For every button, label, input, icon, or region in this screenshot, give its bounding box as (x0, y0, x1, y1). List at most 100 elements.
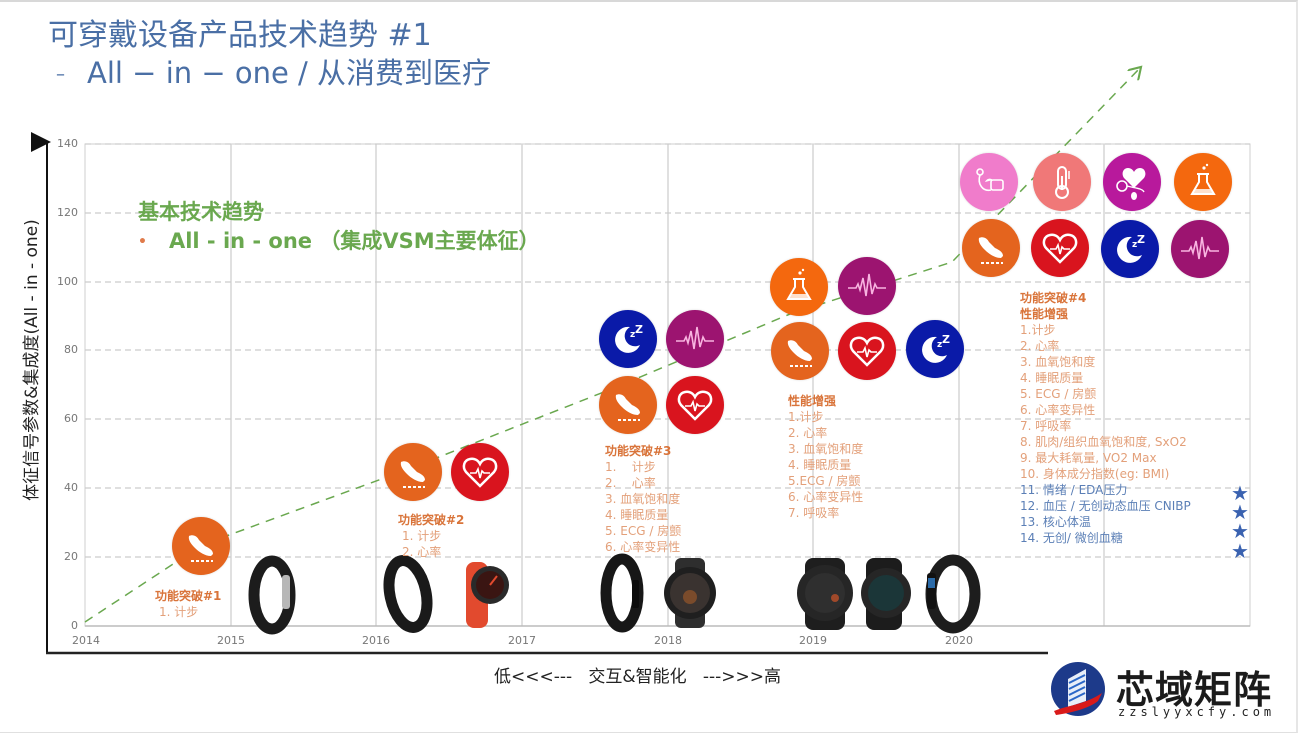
milestone-perf-item: 1.计步 (788, 410, 824, 424)
device-band-2 (383, 555, 433, 633)
milestone-perf-item: 6. 心率变异性 (788, 490, 864, 504)
heart-rate-icon (838, 322, 896, 380)
milestone-3-item: 3. 血氧饱和度 (605, 492, 681, 506)
star-icon: ★ (1231, 539, 1249, 563)
ecg-icon (838, 257, 896, 315)
milestone-perf-item: 4. 睡眠质量 (788, 458, 852, 472)
xtick-2019: 2019 (799, 634, 827, 647)
lab-flask-icon (1174, 153, 1232, 211)
milestone-4-starred-item: 14. 无创/ 微创血糖 (1020, 531, 1123, 545)
trend-bullet: • All - in - one （集成VSM主要体征） (138, 226, 540, 257)
device-watch-red (466, 562, 509, 628)
milestone-3-item: 2. 心率 (605, 476, 656, 490)
ytick-80: 80 (64, 343, 78, 356)
ytick-40: 40 (64, 481, 78, 494)
milestone-4-item: 10. 身体成分指数(eg: BMI) (1020, 467, 1170, 481)
device-band-1 (248, 555, 296, 635)
xtick-2015: 2015 (217, 634, 245, 647)
milestone-4-item: 6. 心率变异性 (1020, 403, 1096, 417)
blood-pressure-monitor-icon (960, 153, 1018, 211)
heart-rate-icon (1031, 219, 1089, 277)
vertical-gridlines (230, 144, 1105, 626)
milestone-perf-item: 3. 血氧饱和度 (788, 442, 864, 456)
svg-text:z: z (937, 340, 942, 350)
milestone-perf-head: 性能增强 (788, 394, 837, 408)
milestone-1-note: 功能突破#1 1. 计步 (155, 588, 221, 620)
milestone-4-item: 9. 最大耗氧量, VO2 Max (1020, 451, 1157, 465)
brand-logo: 芯域矩阵 zzslyyxcfy.com (1048, 655, 1278, 725)
steps-icon (172, 517, 230, 575)
ytick-100: 100 (57, 275, 78, 288)
device-watch-stratos (797, 558, 853, 630)
steps-icon (384, 443, 442, 501)
xtick-2020: 2020 (945, 634, 973, 647)
milestone-3-item: 1. 计步 (605, 460, 656, 474)
svg-text:Z: Z (635, 323, 643, 336)
milestone-2-item: 2. 心率 (402, 545, 442, 559)
device-watch-gt (664, 558, 716, 628)
horizontal-gridlines (85, 143, 1250, 558)
star-icon: ★ (1231, 500, 1249, 524)
xtick-2017: 2017 (508, 634, 536, 647)
milestone-perf-item: 5.ECG / 房颤 (788, 474, 861, 488)
star-icon: ★ (1231, 481, 1249, 505)
steps-icon (599, 376, 657, 434)
milestone-perf-item: 2. 心率 (788, 426, 828, 440)
milestone-4-note: 功能突破#4 性能增强 1.计步 2. 心率 3. 血氧饱和度 4. 睡眠质量 … (1020, 290, 1191, 546)
ytick-0: 0 (71, 619, 78, 632)
milestone-2-item: 1. 计步 (402, 529, 442, 543)
milestone-3-item: 4. 睡眠质量 (605, 508, 669, 522)
xtick-2018: 2018 (654, 634, 682, 647)
milestone-1-head: 功能突破#1 (155, 589, 222, 603)
star-icon: ★ (1231, 519, 1249, 543)
device-band-4 (925, 554, 981, 634)
milestone-3-item: 6. 心率变异性 (605, 540, 681, 554)
milestone-4-item: 3. 血氧饱和度 (1020, 355, 1096, 369)
milestone-4-item: 4. 睡眠质量 (1020, 371, 1084, 385)
building-logo-icon (1051, 662, 1105, 716)
subtitle-dash: – (56, 64, 65, 85)
heart-rate-icon (666, 376, 724, 434)
milestone-3-note: 功能突破#3 1. 计步 2. 心率 3. 血氧饱和度 4. 睡眠质量 5. E… (605, 443, 681, 555)
page-subtitle: – All − in − one / 从消费到医疗 (56, 56, 491, 92)
milestone-2-note: 功能突破#2 1. 计步 2. 心率 (398, 512, 464, 560)
svg-text:Z: Z (1137, 233, 1145, 246)
milestone-4-item: 7. 呼吸率 (1020, 419, 1072, 433)
svg-text:z: z (630, 330, 635, 340)
ytick-140: 140 (57, 137, 78, 150)
milestone-4-item: 5. ECG / 房颤 (1020, 387, 1097, 401)
ecg-icon (1171, 220, 1229, 278)
milestone-perf-item: 7. 呼吸率 (788, 506, 840, 520)
ytick-120: 120 (57, 206, 78, 219)
svg-text:Z: Z (942, 333, 950, 346)
y-axis-label: 体征信号参数&集成度(All - in - one) (22, 219, 42, 501)
milestone-1-item: 1. 计步 (159, 605, 199, 619)
logo-url: zzslyyxcfy.com (1118, 705, 1276, 719)
xtick-2016: 2016 (362, 634, 390, 647)
milestone-perf-note: 性能增强 1.计步 2. 心率 3. 血氧饱和度 4. 睡眠质量 5.ECG /… (788, 393, 863, 521)
lab-flask-icon (770, 258, 828, 316)
milestone-2-head: 功能突破#2 (398, 513, 465, 527)
device-watch-gt2 (861, 558, 911, 630)
x-axis-label: 低<<<--- 交互&智能化 --->>>高 (494, 667, 781, 687)
thermometer-icon (1033, 153, 1091, 211)
milestone-4-item: 8. 肌肉/组织血氧饱和度, SxO2 (1020, 435, 1187, 449)
device-images (248, 553, 981, 635)
steps-icon (771, 322, 829, 380)
ecg-icon (666, 310, 724, 368)
blood-pressure-heart-icon (1103, 153, 1161, 211)
device-band-3 (600, 553, 644, 633)
milestone-4-starred-item: 12. 血压 / 无创动态血压 CNIBP (1020, 499, 1191, 513)
ytick-20: 20 (64, 550, 78, 563)
steps-icon (962, 219, 1020, 277)
milestone-4-item: 2. 心率 (1020, 339, 1060, 353)
milestone-4-starred-item: 11. 情绪 / EDA压力 (1020, 483, 1128, 497)
trend-legend: 基本技术趋势 • All - in - one （集成VSM主要体征） (138, 198, 540, 257)
milestone-3-item: 5. ECG / 房颤 (605, 524, 682, 538)
ytick-60: 60 (64, 412, 78, 425)
milestone-4-head: 功能突破#4 (1020, 291, 1087, 305)
